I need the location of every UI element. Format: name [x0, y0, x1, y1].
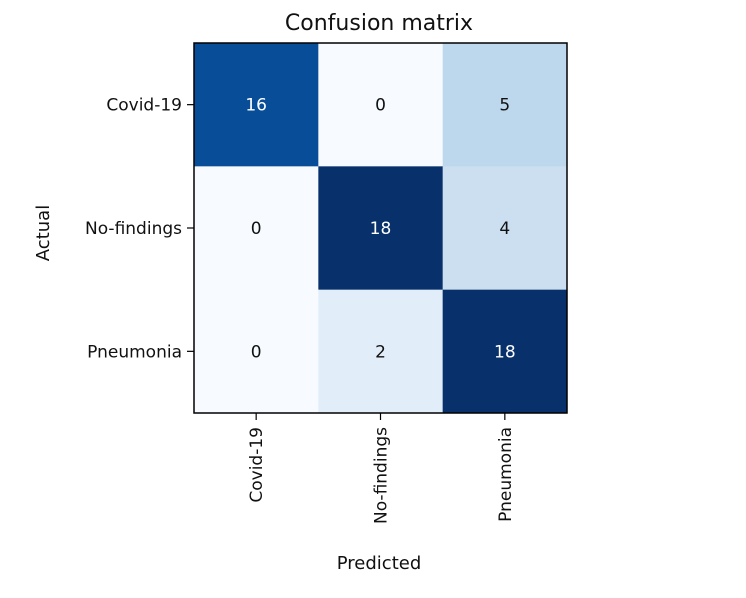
- x-axis-ticks: Covid-19 No-findings Pneumonia: [247, 413, 516, 524]
- cell-value-label: 5: [499, 96, 510, 116]
- cell-value-label: 2: [375, 342, 386, 362]
- heatmap-cell: [318, 289, 444, 414]
- cell-value-label: 0: [251, 219, 262, 239]
- heatmap-cell: [194, 43, 319, 167]
- cell-value-label: 0: [375, 96, 386, 116]
- heatmap-cell: [442, 289, 568, 414]
- x-tick-label: Pneumonia: [496, 427, 516, 522]
- x-tick-label: No-findings: [372, 427, 392, 524]
- cell-value-labels: 16 0 5 0 18 4 0 2 18: [245, 96, 515, 363]
- y-tick-label: No-findings: [85, 219, 182, 239]
- x-tick-label: Covid-19: [247, 427, 267, 503]
- y-axis-ticks: Covid-19 No-findings Pneumonia: [85, 96, 194, 362]
- heatmap-cell: [318, 43, 444, 167]
- heatmap-cell: [194, 289, 319, 414]
- y-tick-label: Pneumonia: [87, 342, 182, 362]
- heatmap-cell: [194, 166, 319, 291]
- cell-value-label: 16: [245, 96, 267, 116]
- heatmap-cell: [442, 166, 568, 291]
- x-axis-label: Predicted: [337, 553, 422, 574]
- chart-title: Confusion matrix: [285, 11, 473, 36]
- cell-value-label: 18: [494, 342, 516, 362]
- heatmap-cell: [318, 166, 444, 291]
- y-tick-label: Covid-19: [106, 96, 182, 116]
- heatmap-cell: [442, 43, 568, 167]
- cell-value-label: 0: [251, 342, 262, 362]
- y-axis-label: Actual: [33, 205, 54, 261]
- heatmap-cells: [194, 43, 568, 414]
- cell-value-label: 4: [499, 219, 510, 239]
- cell-value-label: 18: [370, 219, 392, 239]
